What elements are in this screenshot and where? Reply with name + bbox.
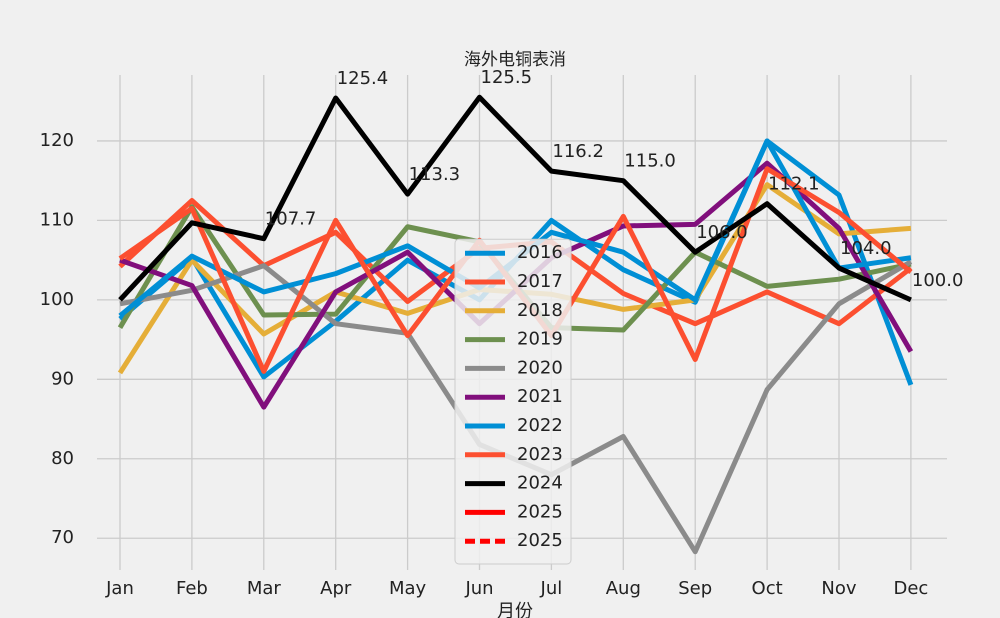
labels: 107.7 125.4 113.3 125.5 116.2 115.0 106.0 112.1…	[265, 67, 964, 291]
data-label: 115.0	[624, 151, 676, 172]
x-tick-label: Apr	[320, 578, 352, 599]
data-label: 104.0	[840, 238, 892, 259]
x-tick-label: Jun	[464, 578, 493, 599]
data-label: 116.2	[552, 141, 604, 162]
x-tick-label: Jul	[540, 578, 563, 599]
data-label: 107.7	[265, 209, 317, 230]
x-tick-label: Aug	[606, 578, 641, 599]
data-label: 106.0	[696, 222, 748, 243]
data-label: 100.0	[912, 270, 964, 291]
y-tick-label: 90	[51, 368, 74, 389]
legend: 2016 2017 2018 2019 2020 2021 2022 2023 2024 2025…	[454, 238, 572, 565]
data-label: 125.5	[481, 67, 533, 88]
legend-label: 2019	[517, 329, 563, 350]
x-tick-label: Mar	[247, 578, 282, 599]
y-tick-label: 100	[40, 289, 74, 310]
legend-label: 2017	[517, 271, 563, 292]
y-tick-label: 80	[51, 448, 74, 469]
legend-label: 2021	[517, 386, 563, 407]
x-tick-label: Oct	[752, 578, 783, 599]
legend-label: 2025	[517, 501, 563, 522]
x-tick-label: Feb	[176, 578, 208, 599]
chart-title: 海外电铜表消	[464, 50, 566, 70]
x-tick-label: Jan	[105, 578, 134, 599]
legend-label: 2022	[517, 415, 563, 436]
data-label: 112.1	[768, 174, 820, 195]
x-tick-label: Dec	[893, 578, 928, 599]
x-axis-label: 月份	[497, 601, 533, 618]
y-tick-label: 120	[40, 130, 74, 151]
legend-label: 2024	[517, 473, 563, 494]
legend-label: 2023	[517, 444, 563, 465]
legend-label: 2018	[517, 300, 563, 321]
data-label: 125.4	[337, 68, 389, 89]
y-tick-label: 70	[51, 527, 74, 548]
series-line	[118, 94, 912, 303]
x-tick-label: May	[389, 578, 427, 599]
grid: 70 80 90 100 110 120 Jan Feb Mar Apr May Jun Jul Aug S…	[40, 75, 947, 599]
x-tick-label: Sep	[678, 578, 712, 599]
legend-label: 2025	[517, 530, 563, 551]
legend-label: 2016	[517, 242, 563, 263]
y-tick-label: 110	[40, 209, 74, 230]
data-label: 113.3	[409, 164, 461, 185]
x-tick-label: Nov	[821, 578, 856, 599]
legend-label: 2020	[517, 357, 563, 378]
